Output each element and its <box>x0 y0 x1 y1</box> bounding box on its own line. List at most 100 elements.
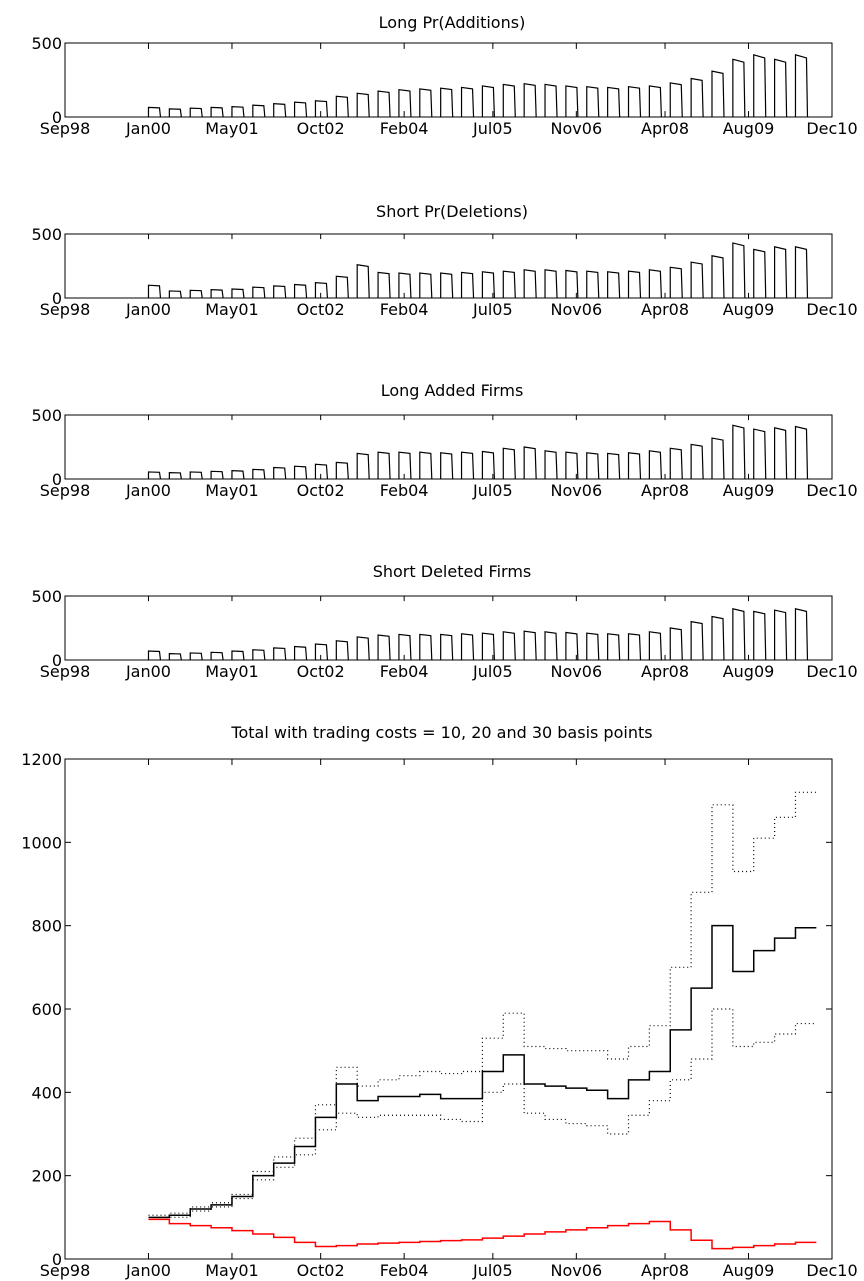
y-tick-label: 1000 <box>21 833 62 852</box>
pulse-mark <box>648 450 662 480</box>
pulse-mark <box>690 261 704 299</box>
x-tick-label: Nov06 <box>551 662 603 681</box>
x-tick-label: Jan00 <box>125 1261 171 1280</box>
pulse-mark <box>481 271 496 299</box>
pulse-mark <box>627 452 642 480</box>
pulse-mark <box>627 633 642 661</box>
pulse-mark <box>544 83 558 118</box>
pulse-mark <box>210 470 224 480</box>
pulse-mark <box>398 272 412 299</box>
x-tick-label: Oct02 <box>297 119 345 138</box>
pulse-mark <box>419 633 433 661</box>
pulse-mark <box>293 645 308 661</box>
pulse-mark <box>147 471 162 480</box>
x-tick-label: Dec10 <box>806 300 857 319</box>
pulse-mark <box>794 425 809 480</box>
y-tick-label: 0 <box>52 651 62 670</box>
series-line-dotted <box>148 791 817 1216</box>
pulse-mark <box>481 632 496 661</box>
pulse-mark <box>690 443 704 480</box>
pulse-mark <box>273 647 287 661</box>
pulse-mark <box>774 246 788 299</box>
x-tick-label: Feb04 <box>380 662 429 681</box>
pulse-mark <box>565 451 579 480</box>
pulse-mark <box>711 615 725 661</box>
x-tick-label: Feb04 <box>380 481 429 500</box>
y-tick-label: 0 <box>52 289 62 308</box>
x-tick-label: Jan00 <box>125 119 171 138</box>
pulse-mark <box>189 652 203 661</box>
pulse-mark <box>377 271 391 299</box>
pulse-mark <box>607 271 621 299</box>
pulse-mark <box>565 85 579 118</box>
x-tick-label: Sep98 <box>40 481 91 500</box>
x-tick-label: May01 <box>205 1261 258 1280</box>
x-tick-label: Nov06 <box>551 119 603 138</box>
pulse-mark <box>774 427 788 480</box>
x-tick-label: May01 <box>205 481 258 500</box>
pulse-mark <box>732 608 746 661</box>
pulse-mark <box>273 466 287 480</box>
x-tick-label: Jan00 <box>125 481 171 500</box>
x-tick-label: Dec10 <box>806 1261 857 1280</box>
x-tick-label: Sep98 <box>40 1261 91 1280</box>
pulse-mark <box>544 450 558 480</box>
y-tick-label: 800 <box>31 917 62 936</box>
pulse-mark <box>252 649 266 661</box>
pulse-mark <box>753 428 767 480</box>
pulse-mark <box>732 242 746 299</box>
x-tick-label: Apr08 <box>641 662 689 681</box>
pulse-mark <box>252 104 266 118</box>
pulse-mark <box>231 288 245 299</box>
x-tick-label: Jan00 <box>125 662 171 681</box>
pulse-mark <box>398 633 412 661</box>
pulse-mark <box>502 631 516 661</box>
pulse-mark <box>335 461 349 480</box>
pulse-mark <box>273 285 287 299</box>
pulse-mark <box>544 631 558 661</box>
chart-title: Short Deleted Firms <box>373 562 532 581</box>
x-tick-label: Nov06 <box>551 300 603 319</box>
y-tick-label: 500 <box>31 225 62 244</box>
pulse-mark <box>314 100 329 118</box>
x-tick-label: Oct02 <box>297 481 345 500</box>
pulse-mark <box>523 83 537 118</box>
x-tick-label: Aug09 <box>723 481 775 500</box>
pulse-mark <box>293 101 308 118</box>
pulse-mark <box>648 269 662 299</box>
x-tick-label: Apr08 <box>641 300 689 319</box>
x-tick-label: Apr08 <box>641 1261 689 1280</box>
y-tick-label: 500 <box>31 34 62 53</box>
pulse-mark <box>565 269 579 299</box>
pulse-mark <box>314 463 329 480</box>
pulse-mark <box>147 106 162 118</box>
pulse-mark <box>711 255 725 299</box>
pulse-mark <box>648 85 662 118</box>
pulse-mark <box>460 451 475 480</box>
x-tick-label: Dec10 <box>806 481 857 500</box>
pulse-mark <box>231 650 245 661</box>
pulse-mark <box>419 451 433 480</box>
pulse-mark <box>147 284 162 299</box>
x-tick-label: Feb04 <box>380 119 429 138</box>
y-tick-label: 1200 <box>21 750 62 769</box>
pulse-mark <box>189 289 203 299</box>
pulse-mark <box>231 106 245 118</box>
pulse-mark <box>335 95 349 118</box>
pulse-mark <box>794 54 809 118</box>
pulse-mark <box>419 272 433 299</box>
x-tick-label: Jul05 <box>472 481 513 500</box>
series-line-red <box>148 1218 817 1250</box>
x-tick-label: Jan00 <box>125 300 171 319</box>
pulse-mark <box>377 634 391 661</box>
pulse-mark <box>147 650 162 661</box>
x-tick-label: Nov06 <box>551 481 603 500</box>
pulse-mark <box>502 447 516 480</box>
pulse-mark <box>669 627 683 661</box>
pulse-mark <box>732 424 746 480</box>
plot-frame <box>64 414 833 480</box>
x-tick-label: Oct02 <box>297 662 345 681</box>
series-line-dotted <box>148 1008 817 1221</box>
chart-title: Long Pr(Additions) <box>379 13 526 32</box>
pulse-mark <box>273 103 287 118</box>
